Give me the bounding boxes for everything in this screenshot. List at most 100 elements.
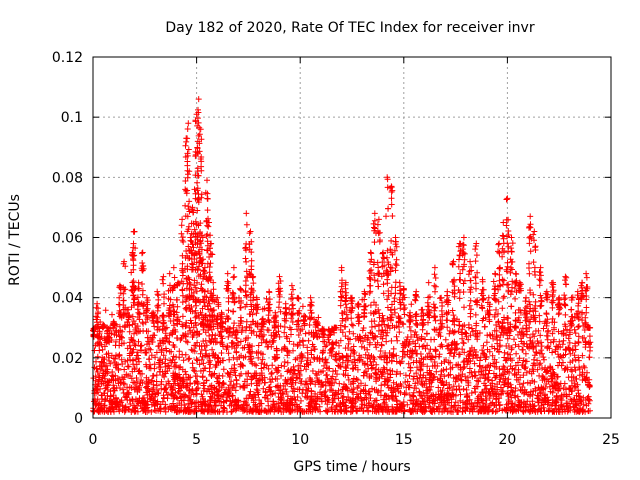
data-point bbox=[265, 316, 271, 323]
data-point bbox=[565, 345, 572, 352]
data-point bbox=[230, 274, 237, 281]
data-point bbox=[102, 363, 109, 370]
data-point bbox=[520, 400, 527, 407]
data-point bbox=[444, 343, 451, 350]
data-point bbox=[574, 408, 581, 414]
data-point bbox=[509, 288, 515, 295]
data-point bbox=[184, 213, 191, 220]
data-point bbox=[389, 301, 395, 308]
data-point bbox=[378, 382, 385, 389]
data-point bbox=[248, 380, 255, 387]
data-point bbox=[562, 365, 569, 372]
data-point bbox=[187, 234, 194, 241]
data-point bbox=[430, 374, 437, 381]
data-point bbox=[482, 403, 489, 410]
data-point bbox=[182, 383, 189, 390]
data-point bbox=[405, 342, 412, 348]
data-point bbox=[509, 357, 515, 364]
data-point bbox=[381, 262, 388, 269]
data-point bbox=[407, 314, 414, 321]
data-point bbox=[569, 382, 575, 389]
data-point bbox=[319, 381, 326, 388]
data-point bbox=[196, 361, 203, 368]
data-point bbox=[450, 383, 457, 390]
data-point bbox=[356, 357, 363, 364]
data-point bbox=[219, 335, 226, 342]
data-point bbox=[370, 334, 376, 341]
data-point bbox=[96, 402, 102, 409]
data-point bbox=[463, 330, 470, 337]
data-point bbox=[206, 269, 213, 276]
data-point bbox=[102, 385, 109, 392]
data-point bbox=[414, 364, 420, 371]
data-point bbox=[307, 376, 314, 383]
data-point bbox=[205, 359, 212, 366]
data-point bbox=[381, 353, 388, 360]
data-point bbox=[186, 168, 193, 175]
data-point bbox=[225, 392, 232, 399]
data-point bbox=[274, 347, 280, 354]
data-point bbox=[246, 241, 253, 248]
data-point bbox=[106, 357, 113, 364]
data-point bbox=[126, 350, 133, 357]
data-point bbox=[473, 252, 480, 259]
data-point bbox=[327, 346, 334, 353]
data-point bbox=[209, 407, 216, 414]
data-point bbox=[515, 343, 522, 350]
data-point bbox=[220, 380, 227, 386]
data-point bbox=[186, 198, 193, 205]
data-point bbox=[501, 314, 507, 321]
data-point bbox=[115, 367, 122, 373]
data-point bbox=[298, 378, 305, 385]
data-point bbox=[247, 228, 254, 235]
data-point bbox=[420, 342, 427, 349]
data-point bbox=[557, 353, 564, 360]
data-point bbox=[127, 373, 134, 379]
data-point bbox=[385, 377, 392, 384]
data-point bbox=[413, 288, 420, 295]
data-point bbox=[338, 293, 344, 300]
data-point bbox=[472, 311, 479, 318]
data-point bbox=[276, 293, 283, 300]
data-point bbox=[491, 345, 498, 352]
data-point bbox=[345, 376, 352, 383]
data-point bbox=[202, 352, 209, 359]
data-point bbox=[370, 220, 377, 227]
data-point bbox=[391, 247, 398, 254]
data-point bbox=[116, 294, 123, 301]
data-point bbox=[174, 303, 181, 310]
data-point bbox=[580, 401, 587, 408]
data-point bbox=[278, 362, 285, 369]
data-point bbox=[527, 334, 533, 341]
data-point bbox=[390, 345, 397, 352]
data-point bbox=[112, 362, 119, 369]
data-point bbox=[390, 353, 397, 360]
data-point bbox=[201, 379, 207, 386]
data-point bbox=[466, 369, 473, 376]
data-point bbox=[229, 408, 235, 415]
data-point bbox=[280, 405, 286, 412]
data-point bbox=[157, 405, 164, 412]
data-point bbox=[460, 289, 467, 295]
data-point bbox=[251, 361, 258, 368]
data-point bbox=[441, 393, 448, 399]
data-point bbox=[313, 318, 320, 325]
data-point bbox=[457, 373, 464, 380]
data-point bbox=[505, 228, 512, 234]
data-point bbox=[448, 342, 455, 349]
data-point bbox=[474, 377, 480, 384]
data-point bbox=[460, 280, 467, 287]
data-point bbox=[571, 326, 578, 333]
data-point bbox=[225, 298, 232, 305]
data-point bbox=[449, 391, 456, 398]
data-point bbox=[281, 317, 288, 324]
data-point bbox=[145, 328, 152, 335]
data-point bbox=[140, 320, 147, 327]
data-point bbox=[487, 332, 494, 339]
data-point bbox=[549, 349, 556, 356]
data-point bbox=[444, 392, 451, 398]
data-point bbox=[555, 387, 562, 394]
data-point bbox=[371, 272, 378, 279]
data-point bbox=[213, 317, 220, 323]
data-point bbox=[393, 333, 400, 340]
